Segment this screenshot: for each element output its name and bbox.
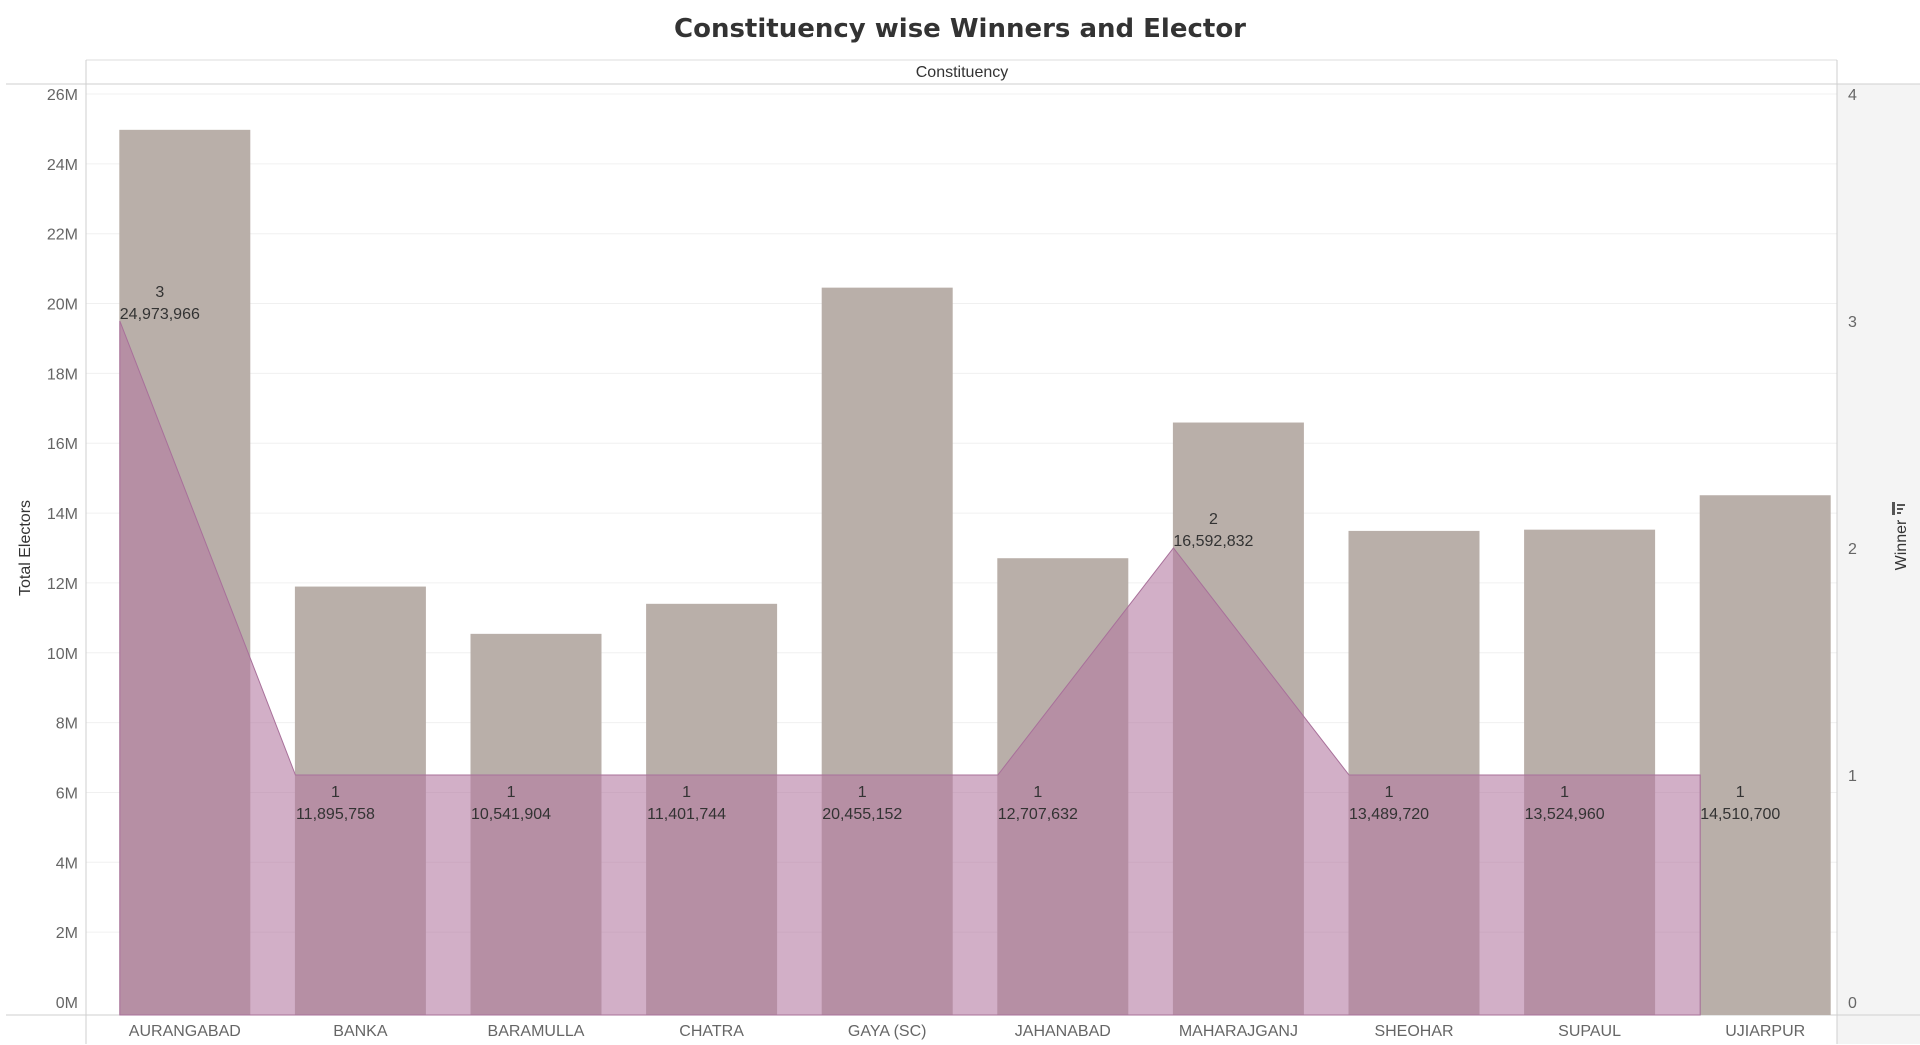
x-tick-label: UJIARPUR <box>1725 1023 1805 1040</box>
data-label-electors: 24,973,966 <box>120 306 200 323</box>
data-label-count: 2 <box>1209 511 1218 528</box>
y-left-tick-label: 8M <box>56 716 78 733</box>
x-tick-label: MAHARAJGANJ <box>1179 1023 1298 1040</box>
data-labels: 3 24,973,966 1 11,895,758 1 10,541,904 1 11,401… <box>120 284 1781 823</box>
y-left-tick-label: 22M <box>47 227 78 244</box>
data-label-count: 1 <box>682 784 691 801</box>
chart-title: Constituency wise Winners and Elector <box>674 14 1246 44</box>
winner-area <box>119 320 1701 1016</box>
y-left-axis-title: Total Electors <box>17 500 34 596</box>
y-left-tick-label: 26M <box>47 87 78 104</box>
y-right-tick-label: 2 <box>1848 541 1857 558</box>
y-left-tick-label: 10M <box>47 646 78 663</box>
data-label-electors: 13,489,720 <box>1349 806 1429 823</box>
data-label-count: 1 <box>1560 784 1569 801</box>
x-tick-label: SHEOHAR <box>1374 1023 1453 1040</box>
data-label-electors: 12,707,632 <box>998 806 1078 823</box>
y-right-tick-label: 0 <box>1848 995 1857 1012</box>
data-label-electors: 14,510,700 <box>1700 806 1780 823</box>
data-label-count: 1 <box>1385 784 1394 801</box>
data-label-electors: 11,401,744 <box>647 806 726 823</box>
data-label-electors: 16,592,832 <box>1173 533 1253 550</box>
data-label-electors: 13,524,960 <box>1525 806 1605 823</box>
data-label-count: 1 <box>1033 784 1042 801</box>
sort-icon[interactable] <box>1892 502 1905 515</box>
y-right-ticks: 0 1 2 3 4 <box>1848 87 1857 1012</box>
y-right-axis-title: Winner <box>1893 519 1910 570</box>
data-label-electors: 10,541,904 <box>471 806 551 823</box>
data-label-count: 1 <box>507 784 516 801</box>
elector-bar <box>1699 495 1831 1015</box>
data-label-count: 1 <box>331 784 340 801</box>
y-left-tick-label: 24M <box>47 157 78 174</box>
x-tick-label: GAYA (SC) <box>848 1023 927 1040</box>
y-right-tick-label: 1 <box>1848 768 1857 785</box>
y-right-tick-label: 4 <box>1848 87 1857 104</box>
y-left-tick-label: 18M <box>47 366 78 383</box>
x-tick-label: JAHANABAD <box>1015 1023 1111 1040</box>
data-label-electors: 20,455,152 <box>822 806 902 823</box>
y-left-tick-label: 2M <box>56 925 78 942</box>
column-header: Constituency <box>916 64 1009 81</box>
data-label-count: 3 <box>155 284 164 301</box>
y-left-ticks: 0M 2M 4M 6M 8M 10M 12M 14M 16M 18M 20M 22M 24M 26M <box>47 87 78 1012</box>
x-tick-label: CHATRA <box>679 1023 744 1040</box>
x-tick-label: BANKA <box>333 1023 388 1040</box>
y-left-tick-label: 16M <box>47 436 78 453</box>
data-label-count: 1 <box>858 784 867 801</box>
y-left-tick-label: 0M <box>56 995 78 1012</box>
y-left-tick-label: 20M <box>47 297 78 314</box>
y-left-tick-label: 14M <box>47 506 78 523</box>
category-labels: AURANGABAD BANKA BARAMULLA CHATRA GAYA (SC) J… <box>129 1023 1805 1040</box>
data-label-electors: 11,895,758 <box>296 806 375 823</box>
y-left-tick-label: 4M <box>56 855 78 872</box>
x-tick-label: BARAMULLA <box>488 1023 585 1040</box>
y-left-tick-label: 6M <box>56 785 78 802</box>
y-left-tick-label: 12M <box>47 576 78 593</box>
x-tick-label: AURANGABAD <box>129 1023 241 1040</box>
right-axis-band <box>1837 84 1920 1044</box>
data-label-count: 1 <box>1736 784 1745 801</box>
y-right-tick-label: 3 <box>1848 314 1857 331</box>
x-tick-label: SUPAUL <box>1558 1023 1621 1040</box>
